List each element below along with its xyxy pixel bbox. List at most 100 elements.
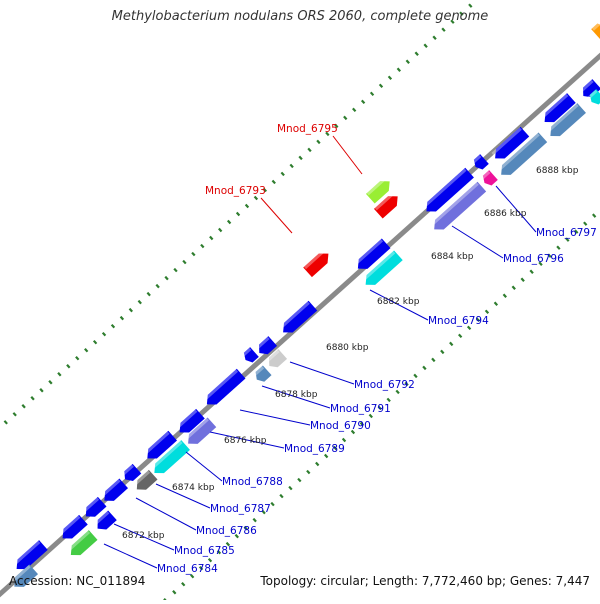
gene-block[interactable] [184, 417, 217, 448]
gene-arrow-highlight [58, 515, 81, 536]
tick-dot [190, 573, 195, 579]
gene-block[interactable] [491, 126, 530, 163]
gene-label[interactable]: Mnod_6795 [277, 123, 338, 135]
tick-dot [279, 493, 284, 499]
gene-label[interactable]: Mnod_6785 [174, 545, 235, 557]
tick-dot [48, 380, 53, 385]
gene-block[interactable] [430, 181, 487, 234]
gene-label[interactable]: Mnod_6784 [157, 563, 218, 575]
gene-arrow-shape [255, 365, 272, 382]
gene-block[interactable] [497, 132, 548, 179]
gene-block[interactable] [373, 191, 402, 219]
gene-arrow-highlight [546, 103, 579, 133]
gene-block[interactable] [354, 238, 391, 273]
gene-label[interactable]: Mnod_6788 [222, 476, 283, 488]
gene-block[interactable] [279, 300, 318, 337]
gene-arrow-highlight [121, 464, 134, 477]
label-leader-line [289, 361, 355, 385]
gene-arrow-shape [85, 496, 107, 517]
tick-dot [297, 477, 302, 483]
gene-block[interactable] [255, 336, 278, 358]
gene-block[interactable] [93, 510, 117, 533]
tick-dot [209, 235, 214, 241]
gene-block[interactable] [143, 430, 177, 463]
gene-arrow-shape [482, 170, 498, 186]
scale-label: 6882 kbp [377, 297, 420, 307]
gene-arrow-highlight [471, 154, 482, 164]
scale-label: 6874 kbp [172, 483, 215, 493]
gene-block[interactable] [203, 368, 246, 409]
gene-block[interactable] [591, 21, 600, 39]
tick-dot [405, 59, 410, 64]
gene-arrow-highlight [422, 168, 467, 209]
tick-dot [450, 19, 455, 24]
gene-block[interactable] [252, 365, 272, 384]
tick-dot [315, 461, 320, 467]
gene-block[interactable] [58, 514, 88, 543]
gene-block[interactable] [540, 93, 576, 127]
tick-dot [39, 388, 44, 393]
gene-block[interactable] [81, 496, 107, 521]
gene-arrow-highlight [279, 301, 310, 330]
tick-dot [289, 163, 294, 169]
gene-block[interactable] [66, 530, 98, 560]
tick-dot [66, 364, 71, 369]
gene-block[interactable] [132, 469, 158, 494]
gene-arrow-highlight [541, 93, 569, 119]
label-leader-line [261, 385, 331, 409]
gene-block[interactable] [365, 176, 394, 204]
tick-dot [332, 445, 338, 451]
tick-dot [234, 533, 239, 539]
gene-arrow-highlight [303, 249, 326, 270]
gene-label[interactable]: Mnod_6794 [428, 315, 489, 327]
gene-labels[interactable]: Mnod_6784 Mnod_6785 Mnod_6786 Mnod_6787 Mnod… [157, 123, 597, 575]
tick-dot [235, 211, 241, 217]
gene-arrow-shape [147, 430, 177, 459]
gene-block[interactable] [422, 167, 474, 216]
tick-dot [396, 67, 402, 72]
gene-arrow-highlight [67, 530, 91, 552]
tick-dot [173, 267, 178, 273]
tick-dot [440, 349, 445, 355]
gene-arrow-highlight [265, 349, 280, 363]
gene-block[interactable] [241, 347, 259, 365]
gene-block[interactable] [265, 349, 288, 371]
tick-dot [110, 323, 116, 329]
gene-block[interactable] [471, 154, 489, 172]
gene-block[interactable] [150, 440, 190, 478]
gene-label[interactable]: Mnod_6792 [354, 379, 415, 391]
label-leader-line [103, 543, 158, 569]
tick-dot [225, 541, 231, 547]
tick-dot [75, 355, 80, 361]
gene-block[interactable] [587, 89, 600, 107]
gene-label[interactable]: Mnod_6791 [330, 403, 391, 415]
scale-label: 6886 kbp [484, 209, 527, 219]
tick-dot [164, 275, 169, 281]
tick-dot [181, 581, 186, 587]
gene-label[interactable]: Mnod_6786 [196, 525, 257, 537]
gene-label[interactable]: Mnod_6787 [210, 503, 271, 515]
gene-block[interactable] [361, 250, 403, 289]
gene-block[interactable] [10, 564, 39, 591]
gene-arrow-shape [303, 253, 329, 278]
label-leader-line [155, 483, 211, 509]
gene-block[interactable] [100, 478, 129, 505]
label-leader-line [135, 497, 197, 531]
gene-arrow-highlight [184, 418, 209, 441]
gene-block[interactable] [480, 170, 498, 188]
gene-block[interactable] [175, 408, 205, 437]
gene-block[interactable] [121, 463, 142, 484]
gene-label[interactable]: Mnod_6790 [310, 420, 371, 432]
gene-arrow-highlight [480, 170, 491, 180]
gene-label[interactable]: Mnod_6789 [284, 443, 345, 455]
gene-arrow-highlight [241, 347, 252, 357]
tick-dot [360, 99, 366, 105]
tick-dot [57, 372, 62, 377]
gene-label[interactable]: Mnod_6793 [205, 185, 266, 197]
gene-label[interactable]: Mnod_6796 [503, 253, 564, 265]
gene-block[interactable] [546, 103, 586, 141]
gene-label[interactable]: Mnod_6797 [536, 227, 597, 239]
gene-block[interactable] [303, 249, 333, 278]
gene-block[interactable] [12, 540, 48, 574]
tick-dot [21, 404, 26, 409]
